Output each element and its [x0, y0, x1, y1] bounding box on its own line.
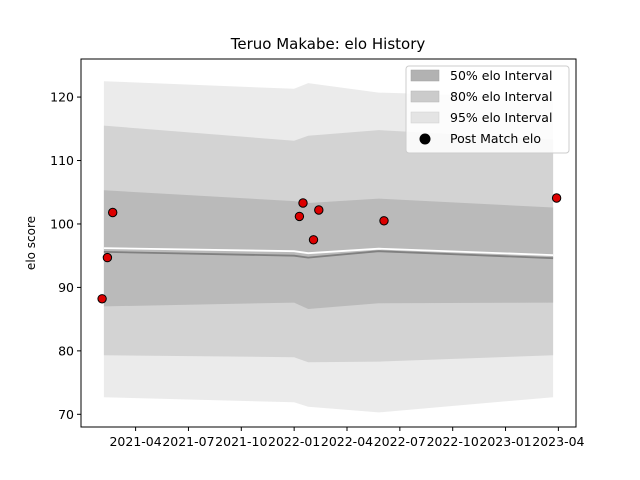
- legend: 50% elo Interval 80% elo Interval 95% el…: [405, 65, 570, 154]
- post-match-mean-line: [103, 247, 554, 256]
- chart-title: Teruo Makabe: elo History: [230, 35, 426, 53]
- plot-area: [97, 81, 562, 413]
- legend-marker-post-match: [419, 133, 431, 145]
- x-tick-label: 2023-01: [479, 434, 531, 449]
- y-axis-label: elo score: [24, 216, 38, 270]
- post-match-point: [108, 207, 118, 218]
- x-tick-label: 2021-10: [215, 434, 267, 449]
- x-tick-label: 2022-10: [427, 434, 479, 449]
- post-match-point: [294, 211, 305, 222]
- post-match-point: [379, 216, 389, 226]
- x-tick-label: 2022-07: [374, 434, 426, 449]
- y-tick-label: 70: [58, 407, 74, 422]
- interval-50-band: [103, 190, 554, 309]
- post-match-point: [308, 235, 319, 245]
- mean-elo-line: [103, 250, 554, 260]
- legend-label-post-match: Post Match elo: [450, 131, 541, 146]
- x-tick-label: 2022-04: [321, 434, 373, 449]
- legend-label-80: 80% elo Interval: [450, 89, 552, 104]
- legend-frame: [405, 65, 570, 154]
- post-match-point: [102, 252, 113, 263]
- post-match-point: [97, 294, 107, 304]
- legend-swatch-50: [410, 69, 440, 82]
- post-match-point: [314, 205, 324, 215]
- legend-label-95: 95% elo Interval: [450, 110, 552, 125]
- y-tick-label: 100: [50, 216, 74, 231]
- y-tick-label: 80: [58, 343, 74, 358]
- x-tick-label: 2022-01: [268, 434, 320, 449]
- y-tick-label: 120: [50, 90, 74, 105]
- legend-swatch-80: [410, 90, 440, 103]
- plot-frame: [80, 58, 577, 428]
- y-tick-label: 90: [58, 280, 74, 295]
- x-tick-label: 2023-04: [532, 434, 584, 449]
- legend-swatch-95: [410, 111, 440, 124]
- legend-label-50: 50% elo Interval: [450, 68, 552, 83]
- y-tick-label: 110: [50, 153, 74, 168]
- post-match-point: [298, 198, 308, 208]
- x-tick-label: 2021-07: [162, 434, 214, 449]
- post-match-point: [551, 193, 562, 203]
- x-tick-label: 2021-04: [109, 434, 161, 449]
